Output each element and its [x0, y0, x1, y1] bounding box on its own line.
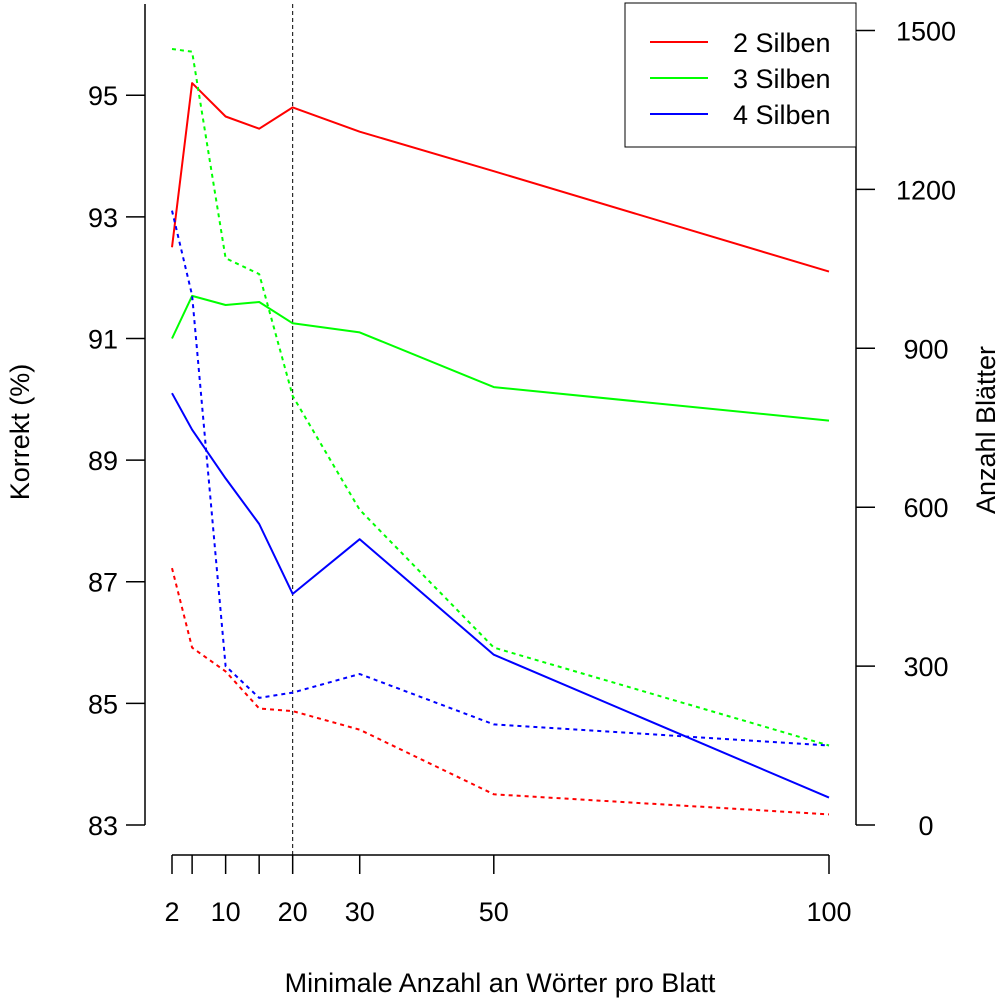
y-tick-label: 85 [88, 689, 118, 719]
series-line-3-silben-sheets [171, 48, 830, 747]
y2-tick-label: 0 [918, 811, 933, 841]
y-axis-title: Korrekt (%) [5, 364, 35, 501]
y-tick-label: 83 [88, 811, 118, 841]
series-line-4-silben-accuracy [171, 392, 830, 799]
series-line-2-silben-sheets [171, 567, 830, 816]
x-tick-label: 100 [806, 897, 851, 927]
legend-label: 3 Silben [733, 64, 831, 94]
y2-tick-label: 600 [903, 493, 948, 523]
y-tick-label: 91 [88, 324, 118, 354]
x-tick-label: 50 [479, 897, 509, 927]
y-tick-label: 93 [88, 203, 118, 233]
x-tick-label: 2 [164, 897, 179, 927]
series-layer [171, 48, 830, 816]
x-tick-label: 30 [345, 897, 375, 927]
legend: 2 Silben 3 Silben 4 Silben [624, 2, 857, 148]
y2-axis-title: Anzahl Blätter [971, 346, 1000, 514]
x-tick-label: 10 [211, 897, 241, 927]
y2-tick-label: 1200 [896, 175, 956, 205]
series-line-4-silben-sheets [171, 210, 830, 747]
legend-label: 2 Silben [733, 28, 831, 58]
y-tick-label: 89 [88, 446, 118, 476]
x-axis-title: Minimale Anzahl an Wörter pro Blatt [285, 968, 716, 998]
series-line-3-silben-accuracy [171, 294, 830, 422]
axes-frame: 83 85 87 89 91 93 95 0 300 600 900 1200 1500 2 10 20 30 5… [88, 4, 956, 927]
y2-tick-label: 900 [903, 334, 948, 364]
y2-tick-label: 300 [903, 652, 948, 682]
legend-label: 4 Silben [733, 100, 831, 130]
y-tick-label: 95 [88, 81, 118, 111]
legend-box [624, 2, 857, 148]
x-tick-label: 20 [278, 897, 308, 927]
y-tick-label: 87 [88, 568, 118, 598]
y2-tick-label: 1500 [896, 16, 956, 46]
